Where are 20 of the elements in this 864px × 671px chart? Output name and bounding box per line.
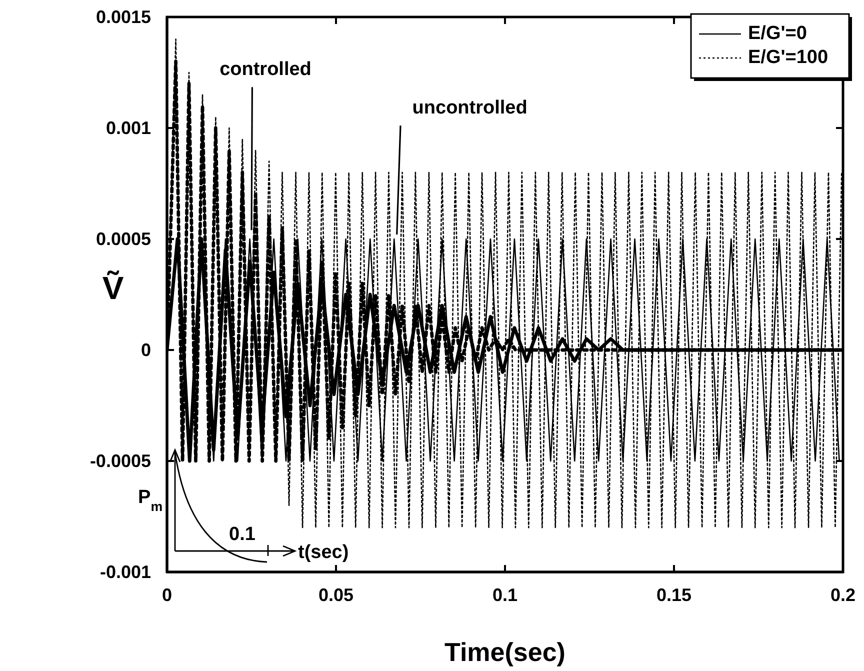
annotation: uncontrolled [412,98,528,119]
legend-label: E/G'=100 [748,47,828,68]
x-tick-label: 0.15 [656,584,692,605]
y-tick-label: -0.0005 [90,450,151,471]
y-tick-label: 0.0005 [96,228,151,249]
annotation: 0.1 [229,524,256,545]
x-tick-label: 0.1 [492,584,518,605]
x-tick-label: 0.05 [318,584,354,605]
legend-label: E/G'=0 [748,23,807,44]
x-tick-label: 0.2 [830,584,856,605]
annotation: controlled [220,59,312,80]
x-tick-label: 0 [162,584,172,605]
y-tick-label: 0.0015 [96,6,151,27]
y-tick-label: 0.001 [106,118,151,138]
y-axis-title: Ṽ [102,270,124,306]
y-tick-label: -0.001 [100,562,151,582]
annotation: t(sec) [298,542,349,563]
x-axis-title: Time(sec) [444,637,566,667]
text: P$_{m}$ [138,487,163,514]
y-tick-label: 0 [140,340,151,360]
